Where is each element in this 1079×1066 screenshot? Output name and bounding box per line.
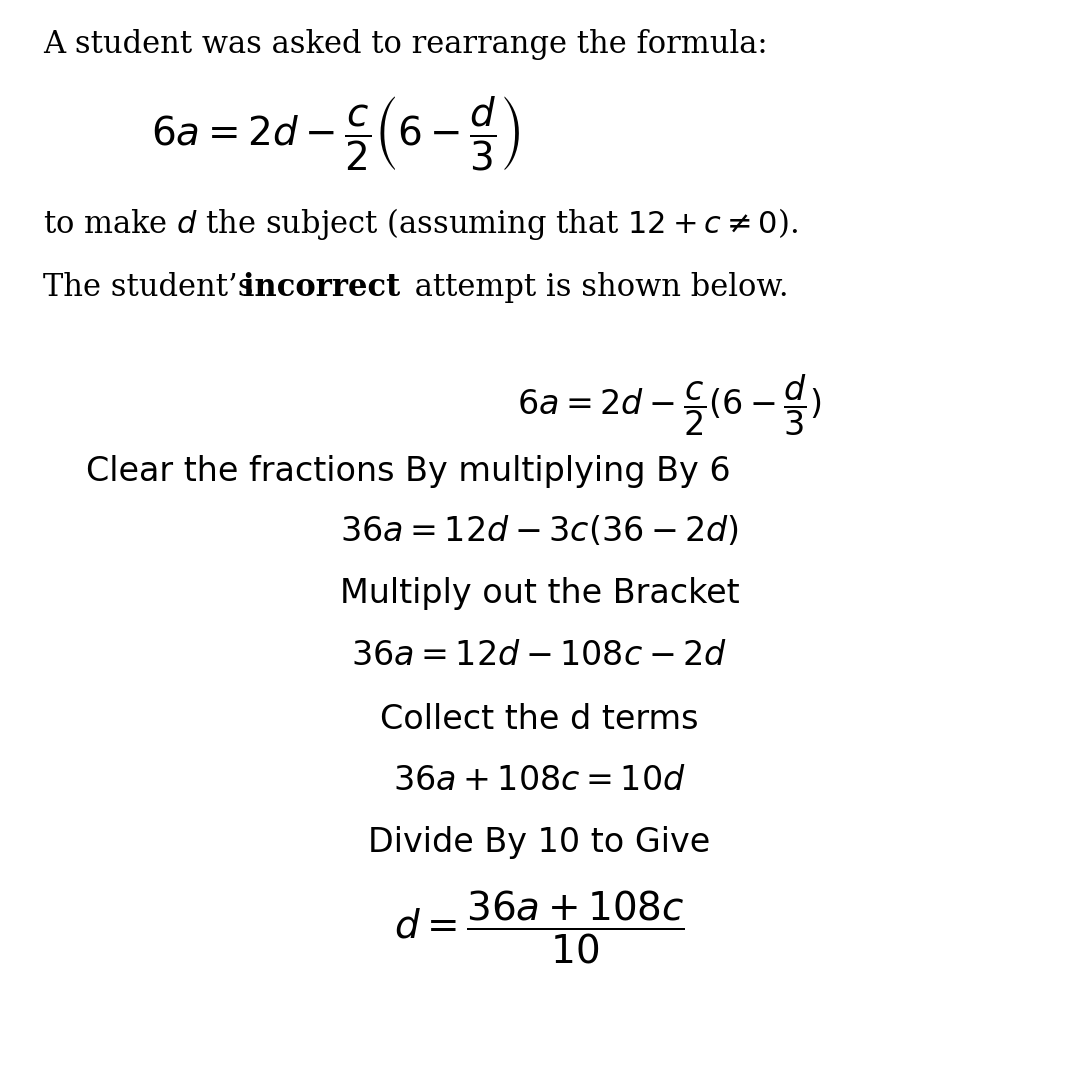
Text: A student was asked to rearrange the formula:: A student was asked to rearrange the for… bbox=[43, 29, 768, 61]
Text: $36a = 12d - 108c - 2d$: $36a = 12d - 108c - 2d$ bbox=[352, 640, 727, 672]
Text: The student’s: The student’s bbox=[43, 272, 263, 304]
Text: Divide By 10 to Give: Divide By 10 to Give bbox=[368, 826, 711, 858]
Text: $6a = 2d - \dfrac{c}{2}(6 - \dfrac{d}{3})$: $6a = 2d - \dfrac{c}{2}(6 - \dfrac{d}{3}… bbox=[517, 372, 821, 438]
Text: $36a = 12d - 3c(36 - 2d)$: $36a = 12d - 3c(36 - 2d)$ bbox=[340, 514, 739, 548]
Text: $6a = 2d - \dfrac{c}{2}\left(6 - \dfrac{d}{3}\right)$: $6a = 2d - \dfrac{c}{2}\left(6 - \dfrac{… bbox=[151, 94, 520, 173]
Text: Multiply out the Bracket: Multiply out the Bracket bbox=[340, 578, 739, 610]
Text: $d = \dfrac{36a + 108c}{10}$: $d = \dfrac{36a + 108c}{10}$ bbox=[394, 889, 685, 966]
Text: $36a + 108c = 10d$: $36a + 108c = 10d$ bbox=[393, 764, 686, 796]
Text: Clear the fractions By multiplying By 6: Clear the fractions By multiplying By 6 bbox=[86, 455, 730, 487]
Text: attempt is shown below.: attempt is shown below. bbox=[405, 272, 789, 304]
Text: to make $d$ the subject (assuming that $12 + c \neq 0$).: to make $d$ the subject (assuming that $… bbox=[43, 206, 798, 242]
Text: Collect the d terms: Collect the d terms bbox=[380, 704, 699, 736]
Text: incorrect: incorrect bbox=[243, 272, 400, 304]
